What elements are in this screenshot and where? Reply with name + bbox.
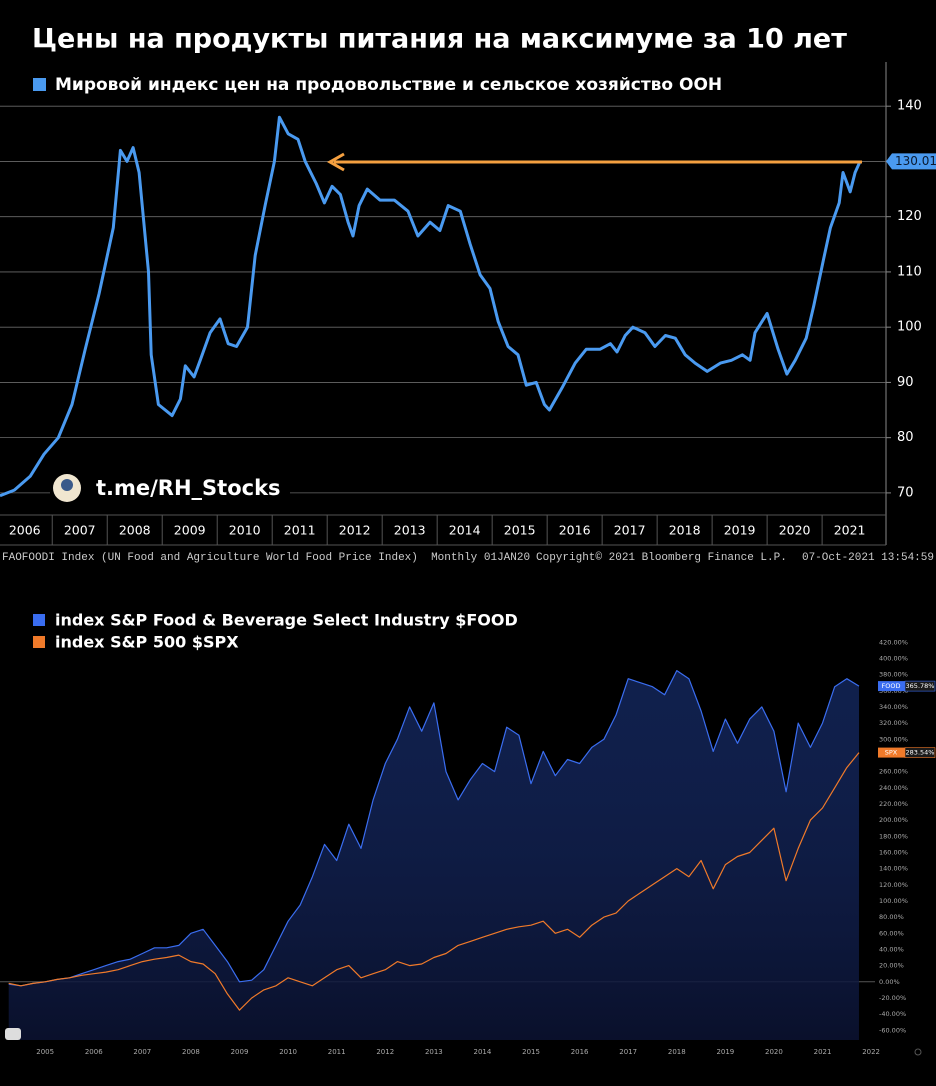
- arrow-head: [326, 152, 345, 172]
- value-label-box: [904, 747, 936, 758]
- tag-box: [878, 747, 905, 758]
- copyright: Copyright© 2021 Bloomberg Finance L.P.: [536, 552, 787, 564]
- x-tick-label: 2006: [9, 523, 41, 538]
- y-tick-label: 80.00%: [879, 913, 904, 921]
- x-tick-label: 2012: [339, 523, 371, 538]
- y-tick-label: 340.00%: [879, 703, 908, 711]
- timestamp: 07-Oct-2021 13:54:59: [802, 552, 934, 564]
- x-tick-label: 2009: [231, 1048, 249, 1056]
- value-label: 283.54%: [906, 749, 935, 757]
- y-tick-label: -20.00%: [879, 994, 906, 1002]
- y-tick-label: 40.00%: [879, 945, 904, 953]
- y-tick-label: 110: [897, 264, 922, 279]
- data-line: [0, 115, 862, 498]
- x-tick-label: 2008: [119, 523, 151, 538]
- watermark-bg: [50, 474, 290, 504]
- x-tick-label: 2018: [669, 523, 701, 538]
- series-tag: SPX: [885, 749, 898, 757]
- y-tick-label: 180.00%: [879, 832, 908, 840]
- x-tick-label: 2011: [284, 523, 316, 538]
- x-tick-label: 2020: [779, 523, 811, 538]
- value-label: 130.01: [895, 154, 936, 168]
- watermark-icon-face: [61, 479, 73, 491]
- legend-swatch: [33, 78, 46, 91]
- y-tick-label: 100: [897, 320, 922, 335]
- series-tag: FOOD: [882, 682, 901, 690]
- value-label-box: [904, 680, 936, 692]
- x-tick-label: 2006: [85, 1048, 103, 1056]
- y-tick-label: 140.00%: [879, 865, 908, 873]
- y-tick-label: 80: [897, 430, 914, 445]
- y-tick-label: 320.00%: [879, 719, 908, 727]
- logo: [5, 1028, 21, 1040]
- x-tick-label: 2011: [328, 1048, 346, 1056]
- y-tick-label: 200.00%: [879, 816, 908, 824]
- x-tick-label: 2019: [716, 1048, 734, 1056]
- x-tick-label: 2015: [522, 1048, 540, 1056]
- x-tick-label: 2014: [474, 1048, 492, 1056]
- x-tick-label: 2015: [504, 523, 536, 538]
- x-tick-label: 2014: [449, 523, 481, 538]
- y-tick-label: 260.00%: [879, 768, 908, 776]
- tag-box: [878, 681, 905, 692]
- legend-label: index S&P Food & Beverage Select Industr…: [55, 611, 518, 630]
- x-tick-label: 2016: [559, 523, 591, 538]
- x-tick-label: 2007: [64, 523, 96, 538]
- x-tick-label: 2010: [229, 523, 261, 538]
- source: FAOFOODI Index (UN Food and Agriculture …: [2, 552, 530, 564]
- y-tick-label: 120.00%: [879, 881, 908, 889]
- watermark: t.me/RH_Stocks: [96, 476, 281, 500]
- x-tick-label: 2008: [182, 1048, 200, 1056]
- chart-1-overlay: t.me/RH_Stocks: [50, 152, 862, 504]
- data-line: [8, 670, 860, 987]
- x-tick-label: 2009: [174, 523, 206, 538]
- y-tick-label: 0.00%: [879, 978, 900, 986]
- chart-2: index S&P Food & Beverage Select Industr…: [0, 611, 936, 1056]
- x-tick-label: 2017: [619, 1048, 637, 1056]
- x-tick-label: 2005: [36, 1048, 54, 1056]
- y-tick-label: 100.00%: [879, 897, 908, 905]
- x-tick-label: 2010: [279, 1048, 297, 1056]
- x-tick-label: 2020: [765, 1048, 783, 1056]
- y-tick-label: 70: [897, 485, 914, 500]
- legend-swatch: [33, 636, 45, 648]
- x-tick-label: 2021: [814, 1048, 832, 1056]
- y-tick-label: -60.00%: [879, 1026, 906, 1034]
- x-tick-label: 2013: [394, 523, 426, 538]
- x-tick-label: 2012: [376, 1048, 394, 1056]
- legend-label: index S&P 500 $SPX: [55, 633, 239, 652]
- x-tick-label: 2007: [133, 1048, 151, 1056]
- y-tick-label: 400.00%: [879, 654, 908, 662]
- legend-swatch: [33, 614, 45, 626]
- y-tick-label: 120: [897, 209, 922, 224]
- y-tick-label: 90: [897, 375, 914, 390]
- x-tick-label: 2017: [614, 523, 646, 538]
- y-tick-label: 220.00%: [879, 800, 908, 808]
- y-tick-label: 300.00%: [879, 735, 908, 743]
- chart-title: Цены на продукты питания на максимуме за…: [32, 24, 847, 55]
- y-tick-label: 240.00%: [879, 784, 908, 792]
- y-tick-label: 60.00%: [879, 929, 904, 937]
- area: [8, 670, 859, 1040]
- x-tick-label: 2016: [571, 1048, 589, 1056]
- x-tick-label: 2013: [425, 1048, 443, 1056]
- y-tick-label: 380.00%: [879, 671, 908, 679]
- x-tick-label: 2021: [834, 523, 866, 538]
- legend-label: Мировой индекс цен на продовольствие и с…: [55, 75, 722, 95]
- x-tick-label: 2018: [668, 1048, 686, 1056]
- y-tick-label: -40.00%: [879, 1010, 906, 1018]
- x-tick-label: 2019: [724, 523, 756, 538]
- y-tick-label: 140: [897, 99, 922, 114]
- value-label-box: [886, 153, 936, 170]
- data-line: [8, 752, 860, 1011]
- x-tick-label: 2022: [862, 1048, 880, 1056]
- chart-1: 7080901001101201301402006200720082009201…: [0, 99, 936, 545]
- value-label: 365.78%: [906, 682, 935, 690]
- y-tick-label: 420.00%: [879, 638, 908, 646]
- y-tick-label: 20.00%: [879, 962, 904, 970]
- settings-icon: [914, 1048, 922, 1056]
- y-tick-label: 160.00%: [879, 848, 908, 856]
